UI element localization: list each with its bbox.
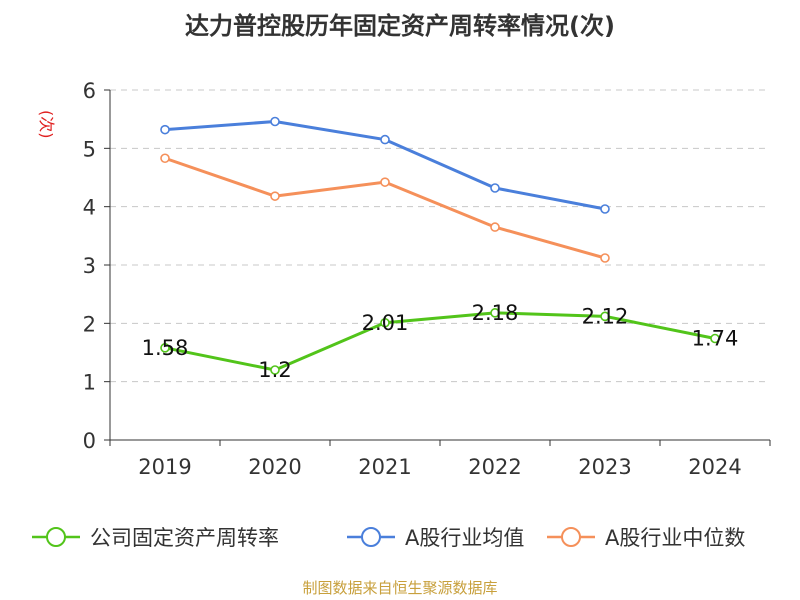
x-tick-label: 2020: [248, 455, 301, 479]
legend-label: 公司固定资产周转率: [90, 526, 279, 550]
y-tick-label: 0: [83, 429, 96, 453]
x-tick-label: 2024: [688, 455, 741, 479]
legend-marker-icon: [347, 527, 395, 547]
data-point: [490, 183, 500, 193]
data-point: [380, 177, 390, 187]
grid-lines: [110, 89, 770, 383]
data-label: 2.01: [362, 311, 409, 335]
data-point: [270, 116, 280, 127]
data-point: [490, 308, 500, 318]
series-line: [164, 311, 716, 372]
y-tick-label: 5: [83, 137, 96, 161]
data-label: 1.74: [692, 327, 739, 351]
data-point: [710, 333, 720, 344]
data-point: [380, 134, 390, 145]
data-point: [380, 317, 390, 328]
data-label: 2.12: [582, 304, 629, 328]
data-point: [490, 222, 500, 232]
data-label: 1.58: [142, 336, 189, 360]
x-tick-label: 2022: [468, 455, 521, 479]
y-tick-label: 4: [83, 196, 96, 220]
data-labels: 1.58 1.2 2.01 2.18 2.12 1.74: [142, 301, 739, 382]
line-chart: 0 1 2 3 4 5 6 2019 2020 2021 2022 2023 2024 1.58 1.2 2…: [83, 79, 771, 479]
legend-label: A股行业中位数: [605, 526, 746, 550]
series-lines: [160, 116, 720, 375]
series-line: [164, 120, 606, 211]
data-label: 2.18: [472, 301, 519, 325]
x-tick-label: 2023: [578, 455, 631, 479]
data-point: [160, 343, 170, 353]
data-point: [270, 191, 280, 201]
legend-item: A股行业均值: [345, 520, 524, 554]
data-label: 1.2: [258, 358, 291, 382]
y-tick-label: 6: [83, 79, 96, 103]
chart-title: 达力普控股历年固定资产周转率情况(次): [185, 12, 615, 40]
data-point: [600, 311, 610, 322]
legend-item: A股行业中位数: [545, 520, 745, 554]
axes: 0 1 2 3 4 5 6 2019 2020 2021 2022 2023 2024: [83, 79, 771, 479]
source-note: 制图数据来自恒生聚源数据库: [302, 579, 498, 597]
data-point: [160, 124, 170, 135]
legend-marker-icon: [547, 527, 595, 547]
x-tick-label: 2021: [358, 455, 411, 479]
data-point: [270, 365, 280, 375]
data-point: [160, 153, 170, 164]
legend: 公司固定资产周转率 A股行业均值 A股行业中位数: [0, 520, 800, 554]
legend-item: 公司固定资产周转率: [30, 520, 279, 554]
data-point: [600, 204, 610, 214]
legend-marker-icon: [32, 527, 80, 547]
data-point: [600, 253, 610, 263]
y-tick-label: 3: [83, 254, 96, 278]
legend-label: A股行业均值: [405, 526, 525, 550]
y-tick-label: 2: [83, 312, 96, 336]
x-tick-label: 2019: [138, 455, 191, 479]
series-line: [164, 156, 606, 260]
y-tick-label: 1: [83, 371, 96, 395]
